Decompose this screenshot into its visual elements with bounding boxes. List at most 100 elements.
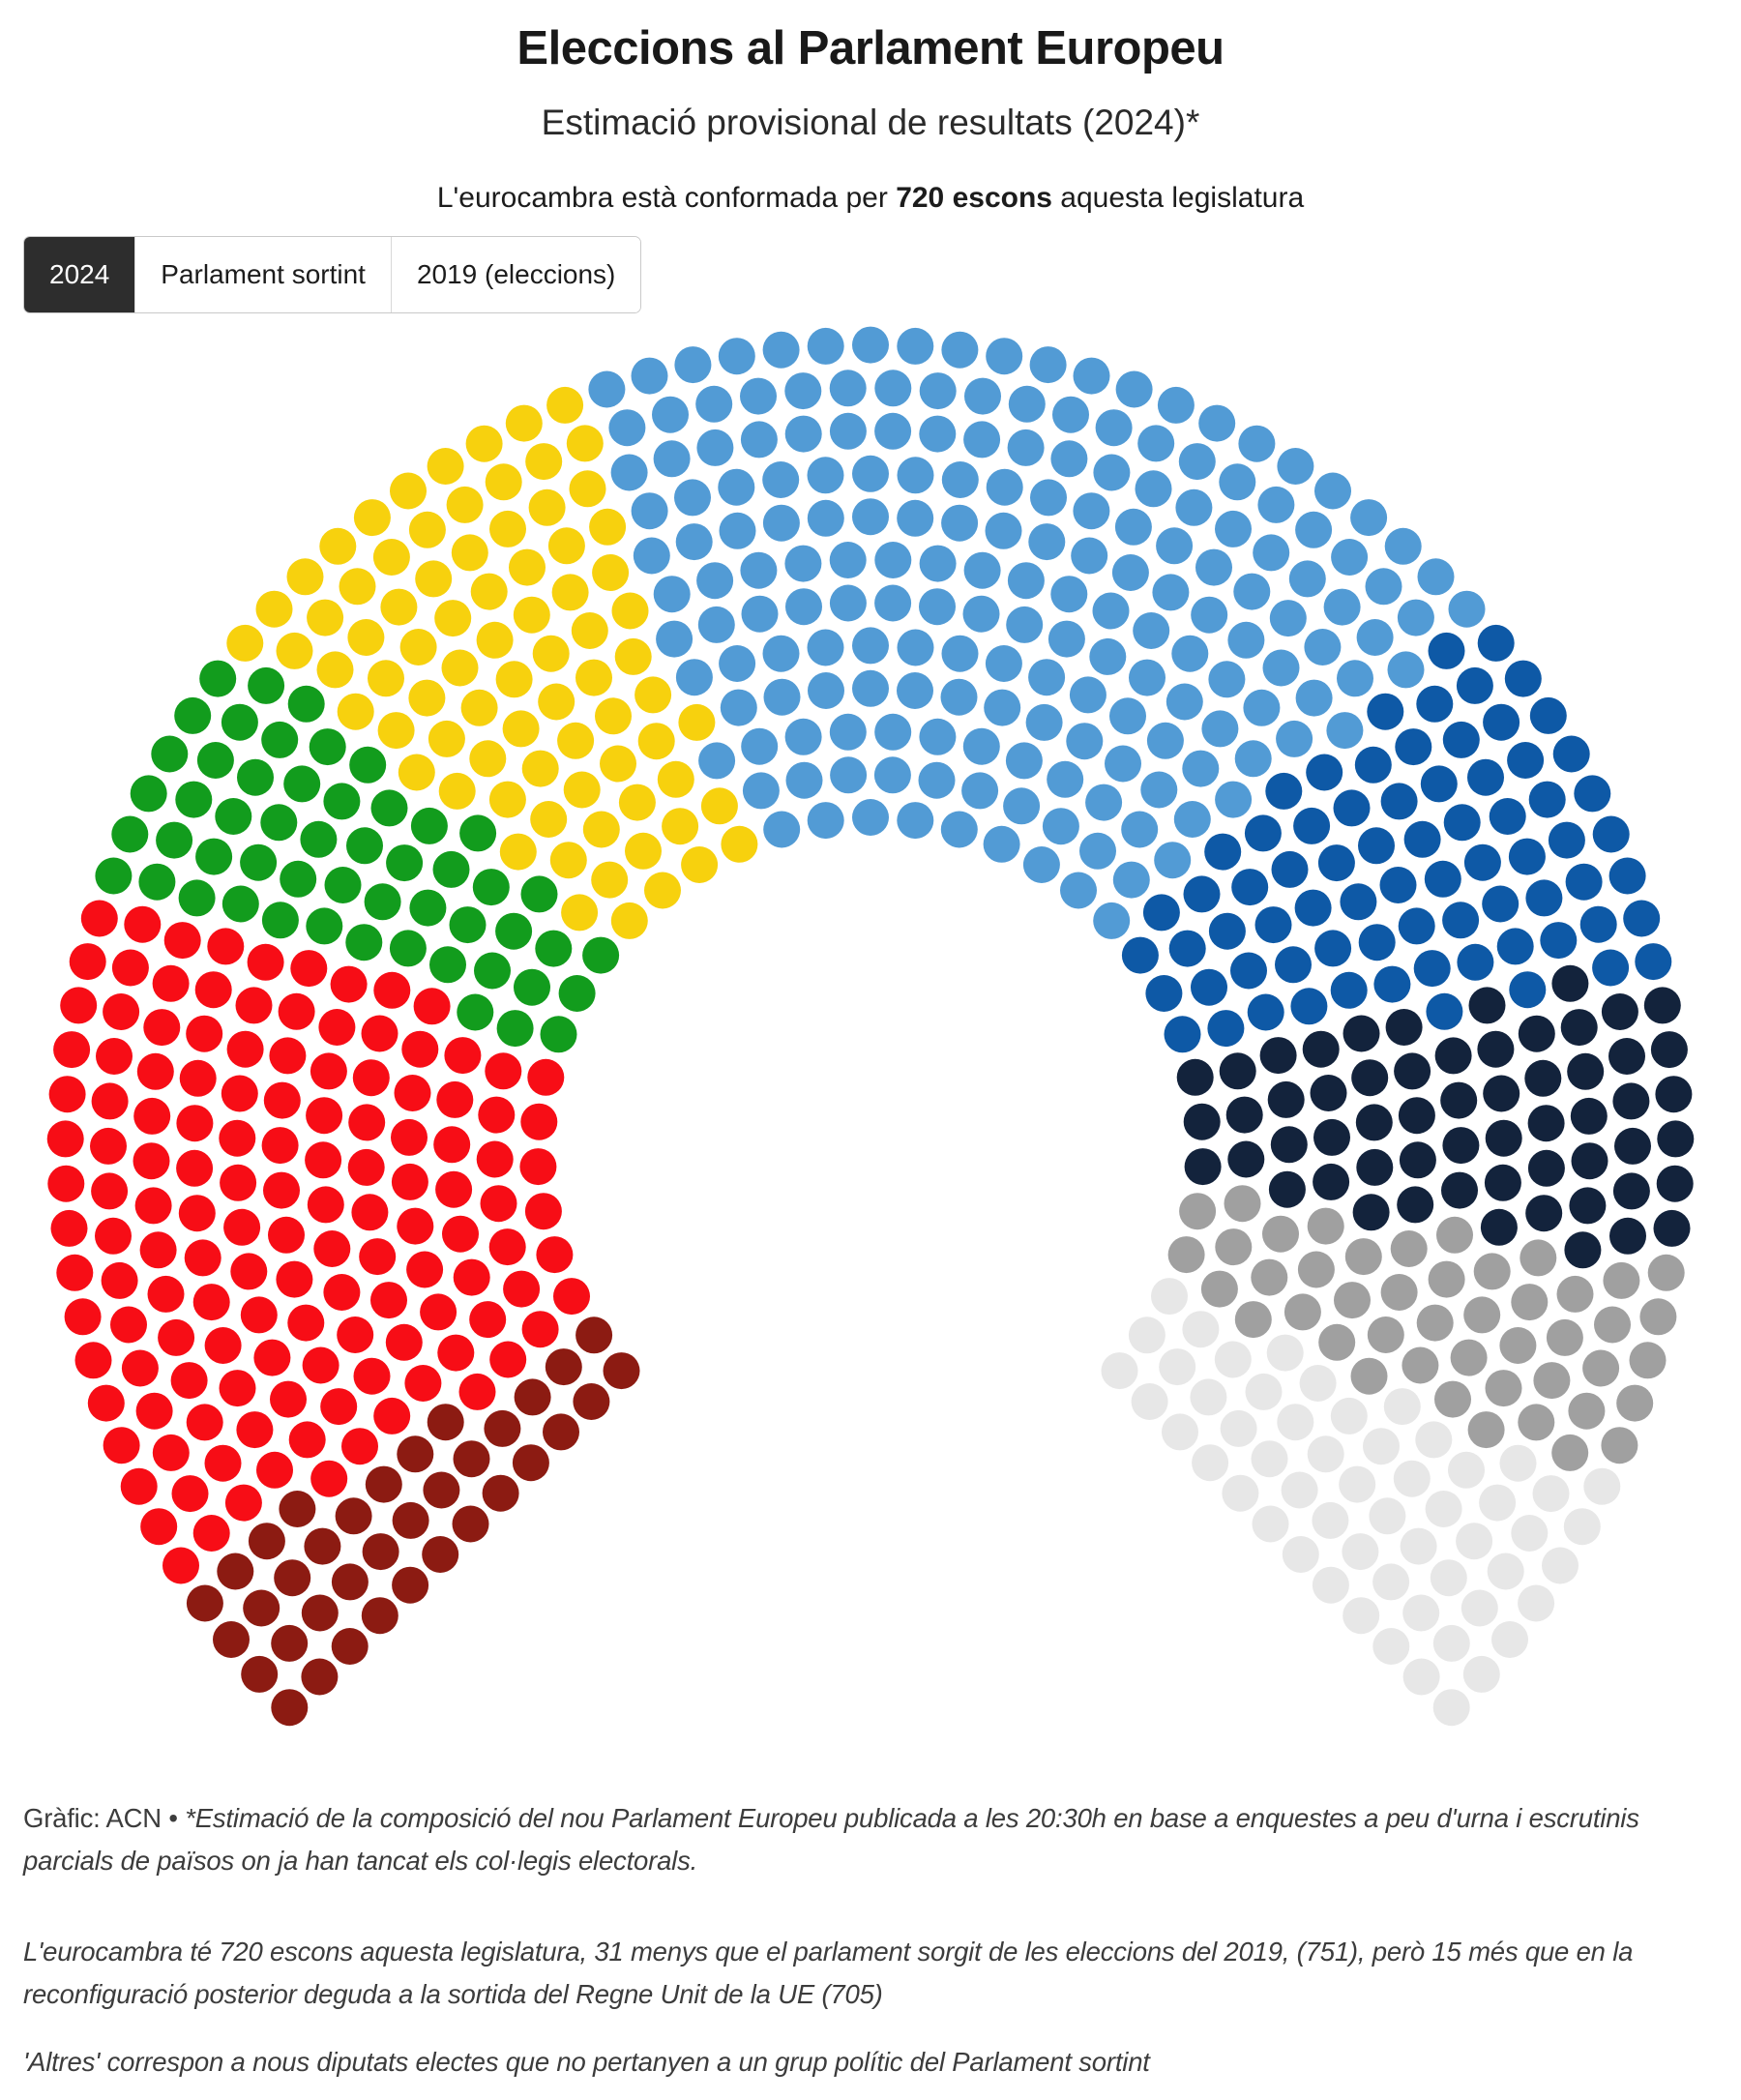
- seat-dot-yellow: [644, 872, 681, 909]
- seat-dot-gray: [1551, 1434, 1589, 1471]
- seat-dot-light-gray: [1372, 1563, 1410, 1601]
- seat-dot-light-blue: [940, 678, 978, 716]
- seat-dot-navy: [1351, 1059, 1389, 1097]
- seat-dot-light-blue: [897, 802, 934, 840]
- seat-dot-yellow: [549, 842, 587, 879]
- seat-dot-light-blue: [1166, 683, 1203, 721]
- seat-dot-dark-red: [365, 1465, 402, 1503]
- seat-dot-navy: [1569, 1187, 1607, 1225]
- seat-dot-navy: [1225, 1096, 1263, 1134]
- seat-dot-dark-blue: [1373, 965, 1411, 1003]
- seat-dot-red: [240, 1296, 278, 1334]
- seat-dot-red: [140, 1508, 178, 1546]
- seat-dot-gray: [1262, 1215, 1299, 1253]
- seat-dot-light-blue: [941, 331, 979, 369]
- seat-dot-light-blue: [1262, 649, 1300, 687]
- seat-dot-light-gray: [1159, 1348, 1196, 1386]
- seat-dot-light-blue: [1079, 832, 1116, 870]
- seat-dot-yellow: [489, 510, 526, 547]
- seat-dot-navy: [1656, 1165, 1694, 1202]
- seat-dot-light-gray: [1425, 1491, 1462, 1527]
- seat-dot-light-blue: [718, 338, 755, 375]
- seat-dot-red: [133, 1142, 170, 1180]
- tab-2019-eleccions[interactable]: 2019 (eleccions): [390, 237, 641, 312]
- seat-dot-yellow: [438, 772, 476, 810]
- seat-dot-red: [91, 1082, 129, 1120]
- seat-dot-light-blue: [897, 629, 934, 666]
- seat-dot-light-gray: [1583, 1467, 1621, 1505]
- seat-dot-green: [496, 1010, 534, 1048]
- seat-dot-navy: [1551, 964, 1589, 1002]
- seat-dot-yellow: [465, 425, 503, 462]
- seat-dot-red: [305, 1141, 342, 1179]
- seat-dot-gray: [1616, 1384, 1654, 1422]
- seat-dot-yellow: [637, 723, 675, 760]
- seat-dot-light-blue: [697, 606, 735, 643]
- seat-dot-green: [283, 765, 321, 803]
- seat-dot-gray: [1416, 1304, 1454, 1342]
- seat-dot-dark-blue: [1395, 728, 1432, 766]
- seat-dot-red: [433, 1126, 471, 1164]
- seat-dot-navy: [1483, 1075, 1520, 1112]
- seat-dot-red: [256, 1451, 293, 1489]
- seat-dot-navy: [1310, 1075, 1347, 1111]
- seat-dot-yellow: [353, 499, 391, 537]
- seat-dot-yellow: [415, 560, 453, 598]
- seat-dot-yellow: [441, 649, 479, 687]
- seat-dot-light-blue: [633, 537, 670, 575]
- seat-dot-red: [480, 1185, 517, 1223]
- seat-dot-light-blue: [762, 331, 800, 369]
- tab-2024[interactable]: 2024: [24, 237, 135, 312]
- seat-dot-navy: [1399, 1141, 1436, 1179]
- seat-dot-dark-red: [482, 1474, 519, 1512]
- seat-dot-green: [195, 838, 233, 875]
- seat-dot-red: [90, 1127, 127, 1165]
- seat-dot-green: [237, 758, 274, 796]
- seat-dot-red: [385, 1323, 423, 1361]
- seat-dot-dark-blue: [1379, 867, 1417, 903]
- seat-dot-green: [364, 883, 401, 921]
- seat-dot-light-gray: [1430, 1559, 1467, 1597]
- seat-dot-yellow: [307, 599, 344, 636]
- seat-dot-light-blue: [919, 588, 956, 626]
- seat-dot-navy: [1480, 1208, 1518, 1246]
- seat-dot-gray: [1463, 1296, 1501, 1334]
- seat-dot-red: [373, 971, 411, 1009]
- seat-dot-light-blue: [1111, 554, 1149, 591]
- seat-dot-light-blue: [741, 595, 779, 633]
- seat-dot-red: [111, 949, 149, 987]
- seat-dot-light-blue: [720, 689, 757, 726]
- seat-dot-light-blue: [695, 385, 733, 423]
- seat-dot-yellow: [611, 592, 649, 630]
- seat-dot-yellow: [571, 612, 608, 649]
- seat-dot-yellow: [528, 488, 566, 526]
- seat-dot-dark-red: [335, 1497, 372, 1535]
- seat-dot-dark-red: [427, 1404, 464, 1441]
- seat-dot-yellow: [614, 637, 652, 675]
- seat-dot-dark-red: [213, 1621, 250, 1658]
- seat-dot-gray: [1334, 1282, 1371, 1319]
- seat-dot-green: [196, 742, 234, 779]
- seat-dot-light-gray: [1312, 1501, 1349, 1539]
- seat-dot-red: [406, 1251, 444, 1288]
- seat-dot-light-gray: [1131, 1383, 1168, 1420]
- seat-dot-light-blue: [1003, 787, 1041, 825]
- seat-dot-light-blue: [964, 377, 1001, 415]
- seat-dot-yellow: [513, 596, 550, 634]
- seat-dot-dark-red: [304, 1527, 341, 1565]
- seat-dot-navy: [1394, 1052, 1431, 1090]
- seat-dot-light-blue: [1171, 635, 1209, 672]
- seat-dot-yellow: [337, 693, 374, 730]
- seat-dot-gray: [1215, 1228, 1253, 1266]
- seat-dot-red: [204, 1327, 242, 1364]
- seat-dot-dark-blue: [1358, 827, 1395, 865]
- seat-dot-navy: [1398, 1097, 1435, 1135]
- seat-dot-green: [370, 789, 408, 827]
- seat-dot-dark-red: [392, 1501, 429, 1539]
- seat-dot-red: [361, 1015, 398, 1052]
- seat-dot-yellow: [561, 894, 599, 932]
- seat-dot-light-blue: [1178, 443, 1216, 481]
- tab-parlament-sortint[interactable]: Parlament sortint: [134, 237, 391, 312]
- seat-dot-red: [207, 928, 245, 965]
- seat-dot-dark-blue: [1508, 838, 1546, 875]
